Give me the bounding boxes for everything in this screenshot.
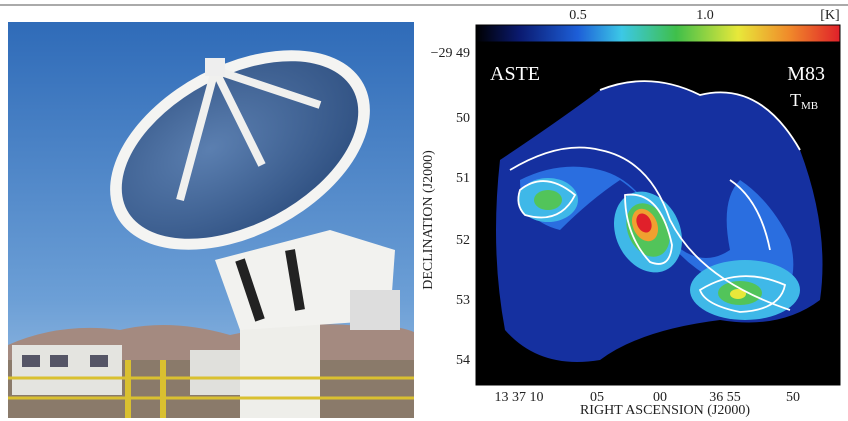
telescope-label: ASTE [490, 63, 540, 85]
x-tick-label: 36 55 [709, 390, 741, 405]
colorbar-unit: [K] [820, 8, 839, 23]
colorbar-tick: 1.0 [696, 8, 714, 23]
quantity-subscript: MB [801, 100, 818, 112]
x-tick-label: 13 37 10 [495, 390, 544, 405]
intensity-map [476, 42, 840, 385]
quantity: T [790, 90, 801, 110]
source-label: M83 [787, 63, 825, 85]
y-axis-title: DECLINATION (J2000) [421, 150, 436, 290]
y-tick-label: 51 [456, 171, 470, 186]
y-tick-label: 53 [456, 293, 470, 308]
x-axis-title: RIGHT ASCENSION (J2000) [580, 403, 750, 418]
x-tick-label: 00 [653, 390, 667, 405]
x-tick-label: 05 [590, 390, 604, 405]
colorbar [476, 25, 840, 42]
x-tick-label: 50 [786, 390, 800, 405]
y-tick-label: −29 49 [431, 46, 470, 61]
y-tick-label: 54 [456, 353, 470, 368]
telescope-photo [8, 9, 414, 418]
colorbar-tick: 0.5 [569, 8, 587, 23]
y-tick-label: 50 [456, 111, 470, 126]
page: 0.5 1.0 [K] ASTE M83 TMB DECLINATION (J2… [0, 0, 848, 421]
figure: 0.5 1.0 [K] ASTE M83 TMB DECLINATION (J2… [0, 0, 848, 421]
y-tick-label: 52 [456, 233, 470, 248]
